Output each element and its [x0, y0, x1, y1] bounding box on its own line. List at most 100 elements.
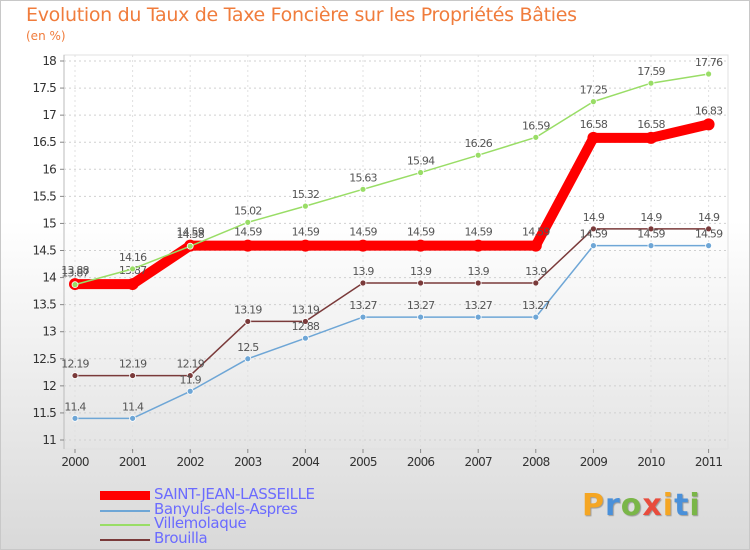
data-point	[472, 239, 485, 252]
x-tick-label: 2003	[234, 455, 262, 469]
data-label: 15.63	[349, 171, 377, 184]
data-point	[529, 239, 542, 252]
data-label: 14.59	[580, 228, 608, 241]
data-label: 12.19	[119, 358, 147, 371]
data-label: 14.16	[119, 251, 147, 264]
data-label: 14.59	[176, 226, 204, 239]
data-label: 14.59	[695, 228, 723, 241]
data-label: 16.58	[580, 118, 608, 131]
data-label: 13.9	[352, 265, 374, 278]
data-point	[186, 242, 194, 250]
data-label: 12.5	[237, 341, 259, 354]
data-point	[244, 355, 252, 363]
data-label: 16.26	[464, 137, 492, 150]
data-point	[126, 278, 139, 291]
y-tick-label: 18	[42, 54, 56, 68]
data-point	[359, 313, 367, 321]
x-tick-label: 2000	[61, 455, 89, 469]
series-line-3	[75, 228, 709, 377]
data-point	[417, 279, 425, 287]
y-tick-label: 14.5	[32, 244, 56, 258]
data-point	[532, 279, 540, 287]
data-label: 13.27	[522, 299, 550, 312]
data-label: 12.19	[176, 358, 204, 371]
data-label: 11.4	[122, 400, 144, 413]
data-point	[474, 313, 482, 321]
logo-letter: t	[674, 488, 690, 523]
logo-letter: P	[582, 488, 605, 523]
x-tick-label: 2004	[292, 455, 320, 469]
logo-letter: o	[620, 488, 643, 523]
series-line-0	[75, 119, 710, 290]
data-label: 11.9	[180, 373, 202, 386]
data-point	[705, 70, 712, 78]
data-label: 14.59	[349, 226, 377, 239]
data-label: 14.59	[637, 228, 665, 241]
data-point	[299, 239, 312, 252]
data-label: 14.9	[640, 211, 662, 224]
data-point	[702, 118, 715, 131]
data-point	[590, 242, 597, 250]
logo-letter: i	[689, 488, 701, 523]
x-tick-label: 2001	[119, 455, 147, 469]
x-tick-label: 2011	[695, 455, 723, 469]
data-label: 17.25	[580, 84, 608, 97]
data-point	[129, 372, 137, 379]
data-label: 14.59	[522, 226, 550, 239]
y-tick-label: 16.5	[32, 135, 56, 149]
data-point	[129, 414, 137, 422]
data-label: 14.59	[292, 226, 320, 239]
y-tick-label: 12	[42, 379, 56, 393]
data-point	[301, 334, 309, 342]
data-point	[186, 372, 194, 379]
data-label: 13.27	[407, 299, 435, 312]
series-line-1	[75, 244, 709, 420]
data-label: 15.94	[407, 155, 435, 168]
y-tick-label: 11	[42, 433, 56, 447]
logo-letter: x	[642, 488, 663, 523]
data-point	[241, 239, 254, 252]
x-tick-label: 2009	[580, 455, 608, 469]
data-label: 14.9	[698, 211, 720, 224]
data-label: 13.19	[234, 303, 262, 316]
legend-swatch-villemolaque	[100, 524, 150, 526]
legend-swatch-saint-jean	[100, 491, 150, 500]
data-label: 13.88	[61, 264, 89, 277]
data-point	[244, 218, 252, 226]
data-label: 17.76	[695, 56, 723, 69]
data-point	[532, 313, 540, 321]
proxiti-logo: Proxiti	[582, 488, 701, 523]
data-label: 14.59	[464, 226, 492, 239]
legend-label-banyuls: Banyuls-dels-Aspres	[154, 500, 298, 518]
data-point	[129, 265, 137, 273]
data-point	[474, 151, 482, 159]
legend-label-villemolaque: Villemolaque	[154, 514, 247, 532]
data-point	[301, 318, 309, 325]
data-point	[71, 372, 79, 379]
data-label: 17.59	[637, 65, 665, 78]
x-tick-label: 2007	[465, 455, 493, 469]
data-point	[244, 318, 252, 325]
x-tick-label: 2002	[177, 455, 205, 469]
data-label: 13.87	[61, 267, 89, 280]
data-label: 14.9	[583, 211, 605, 224]
data-label: 14.59	[234, 226, 262, 239]
x-tick-label: 2006	[407, 455, 435, 469]
y-tick-label: 13.5	[32, 298, 56, 312]
data-label: 13.27	[464, 299, 492, 312]
y-tick-label: 15.5	[32, 189, 56, 203]
x-tick-label: 2008	[522, 455, 550, 469]
y-tick-label: 15	[42, 216, 56, 230]
data-point	[301, 202, 309, 210]
data-label: 11.4	[64, 400, 86, 413]
data-point	[359, 185, 367, 193]
data-point	[647, 225, 655, 233]
y-tick-label: 12.5	[32, 352, 56, 366]
data-point	[590, 225, 597, 233]
data-point	[414, 239, 427, 252]
data-point	[357, 239, 369, 252]
x-tick-label: 2005	[349, 455, 377, 469]
logo-letter: i	[662, 488, 675, 523]
data-label: 14.59	[407, 226, 435, 239]
x-tick-label: 2010	[637, 455, 665, 469]
